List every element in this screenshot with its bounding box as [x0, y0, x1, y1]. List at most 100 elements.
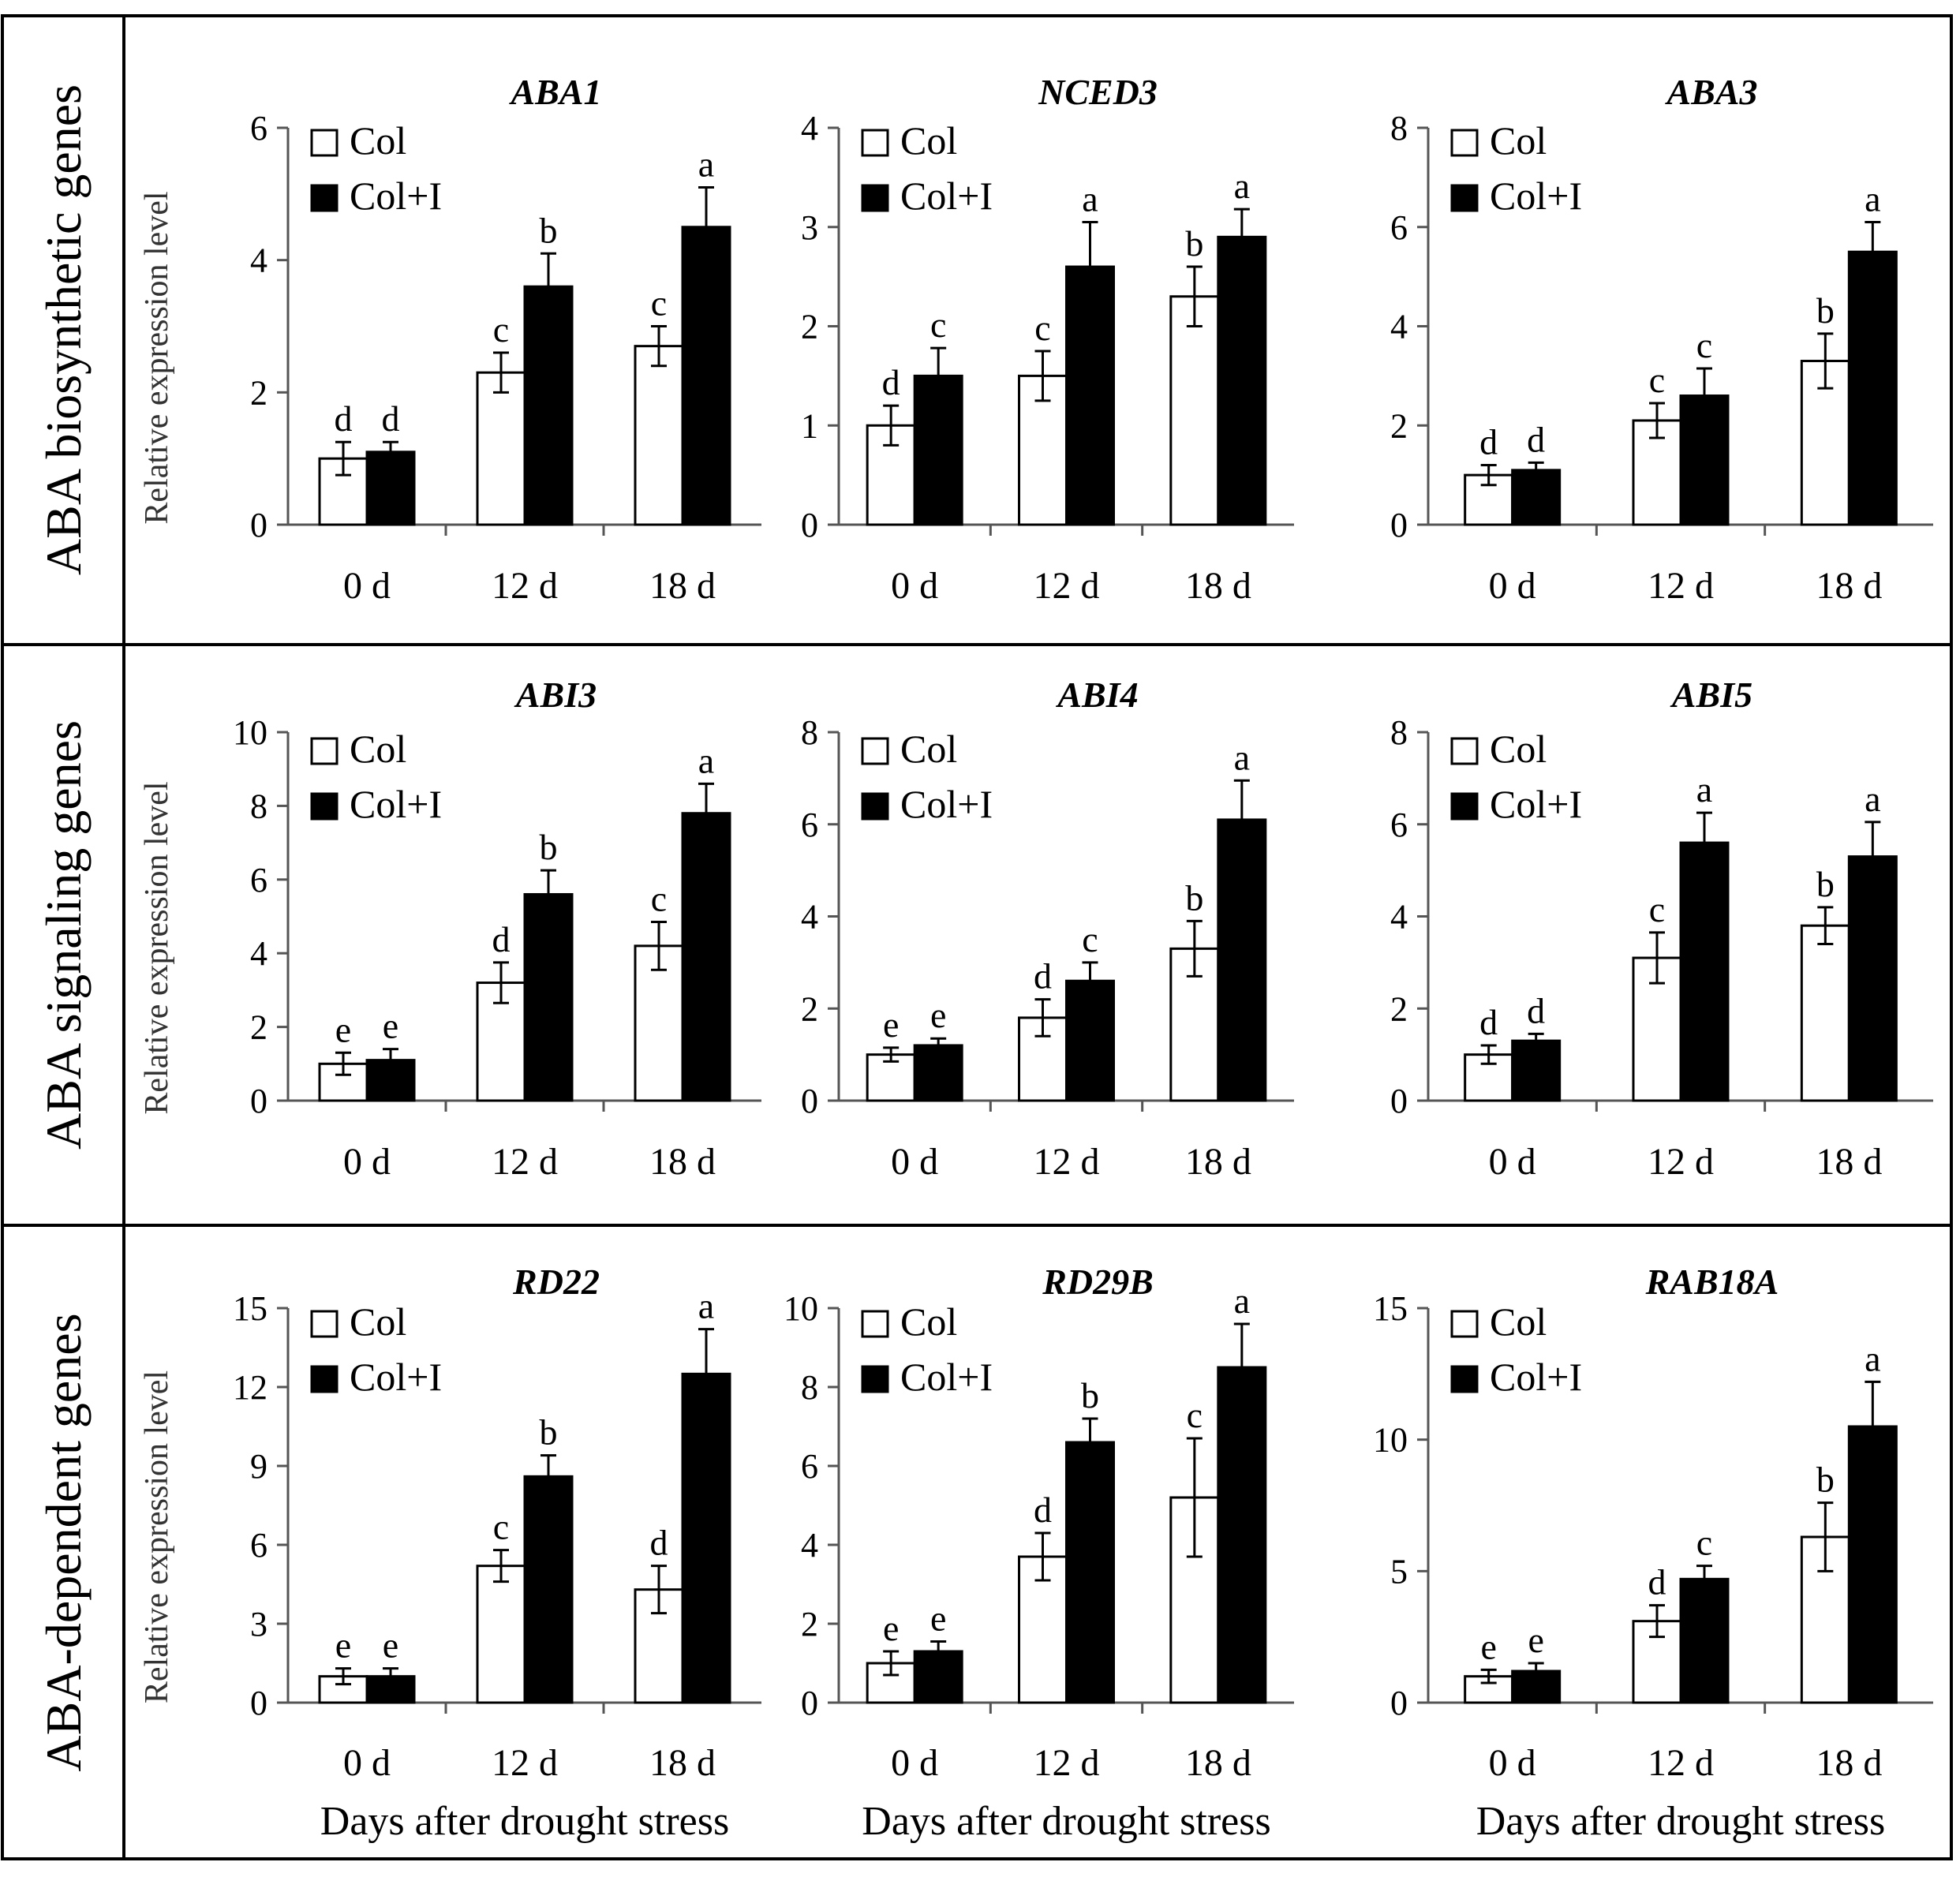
y-tick-label: 0: [801, 506, 818, 544]
y-tick-label: 6: [801, 1447, 818, 1486]
significance-letter: b: [1185, 877, 1203, 918]
significance-letter: c: [1649, 889, 1665, 929]
legend-label-coli: Col+I: [900, 782, 993, 826]
bar-coli-0d: [1511, 1039, 1562, 1102]
significance-letter: c: [930, 305, 946, 345]
legend-swatch-coli: [861, 1365, 889, 1393]
x-tick-label: 12 d: [1034, 565, 1100, 607]
legend-label-coli: Col+I: [350, 1355, 442, 1399]
legend-swatch-col: [861, 737, 889, 765]
bar-coli-12d: [1679, 1577, 1730, 1704]
y-tick-label: 1: [801, 406, 818, 445]
y-tick-label: 4: [801, 898, 818, 937]
y-tick-label: 3: [801, 208, 818, 247]
significance-letter: d: [1527, 990, 1545, 1030]
x-tick-label: 18 d: [1816, 1742, 1882, 1784]
x-axis-title: Days after drought stress: [1476, 1799, 1885, 1844]
significance-letter: d: [1034, 1490, 1052, 1530]
significance-letter: e: [383, 1625, 398, 1666]
legend-label-col: Col: [350, 727, 406, 771]
significance-letter: d: [1034, 956, 1052, 996]
bar-coli-12d: [1065, 1441, 1115, 1704]
bar-col-18d: [634, 345, 684, 526]
y-tick-label: 6: [1390, 806, 1408, 844]
legend-label-coli: Col+I: [350, 174, 442, 218]
legend-swatch-col: [310, 1310, 339, 1338]
legend-swatch-coli: [310, 184, 339, 212]
y-tick-label: 2: [801, 1605, 818, 1643]
legend-label-coli: Col+I: [350, 782, 442, 826]
y-tick-label: 0: [250, 1082, 267, 1120]
bar-coli-18d: [1847, 250, 1898, 526]
significance-letter: c: [1696, 325, 1712, 365]
y-tick-label: 0: [250, 1684, 267, 1722]
y-tick-label: 0: [1390, 1082, 1408, 1120]
y-tick-label: 4: [801, 1526, 818, 1565]
legend-label-col: Col: [900, 1299, 957, 1344]
bar-col-18d: [1169, 295, 1220, 526]
x-tick-label: 18 d: [1185, 1742, 1251, 1784]
x-tick-label: 0 d: [1489, 565, 1536, 607]
y-tick-label: 10: [784, 1289, 818, 1328]
significance-letter: c: [493, 309, 509, 350]
chart-title: ABA1: [508, 72, 601, 112]
chart-panel-abi3: ABI3 Relative expression level 0 2 4 6 8 10 0 d e…: [139, 675, 761, 1183]
x-tick-label: 0 d: [891, 565, 938, 607]
bar-col-12d: [476, 371, 526, 526]
x-tick-label: 12 d: [1034, 1742, 1100, 1784]
legend-label-coli: Col+I: [900, 1355, 993, 1399]
legend-label-coli: Col+I: [1490, 782, 1582, 826]
x-axis-title: Days after drought stress: [320, 1799, 729, 1844]
significance-letter: c: [1649, 360, 1665, 400]
y-tick-label: 2: [801, 308, 818, 346]
bar-coli-0d: [913, 1044, 963, 1102]
bar-coli-18d: [1217, 1366, 1267, 1704]
y-tick-label: 6: [1390, 208, 1408, 247]
x-tick-label: 18 d: [1816, 1141, 1882, 1183]
row-label-biosynthetic: ABA biosynthetic genes: [36, 84, 92, 575]
legend-swatch-col: [310, 129, 339, 157]
bar-coli-12d: [1679, 841, 1730, 1102]
x-tick-label: 12 d: [1648, 1742, 1714, 1784]
bar-coli-18d: [1217, 235, 1267, 526]
x-tick-label: 12 d: [492, 565, 558, 607]
y-tick-label: 5: [1390, 1552, 1408, 1591]
y-tick-label: 15: [233, 1289, 267, 1328]
bar-coli-18d: [1847, 855, 1898, 1102]
legend-label-col: Col: [350, 118, 406, 163]
y-tick-label: 2: [250, 1008, 267, 1047]
legend-label-col: Col: [350, 1299, 406, 1344]
x-axis-title: Days after drought stress: [862, 1799, 1270, 1844]
y-tick-label: 10: [1373, 1421, 1408, 1460]
y-tick-label: 8: [1390, 713, 1408, 752]
significance-letter: b: [1081, 1375, 1099, 1415]
significance-letter: a: [698, 144, 714, 184]
significance-letter: b: [1816, 290, 1835, 331]
legend-label-col: Col: [1490, 1299, 1547, 1344]
x-tick-label: 12 d: [492, 1141, 558, 1183]
significance-letter: c: [1034, 308, 1050, 348]
x-tick-label: 18 d: [649, 1742, 716, 1784]
y-tick-label: 0: [801, 1684, 818, 1722]
bar-coli-12d: [523, 285, 574, 526]
significance-letter: d: [1648, 1562, 1666, 1602]
chart-panel-aba3: ABA3 0 2 4 6 8 0 d d d 12 d cc 18 d b a Col Col+I: [1390, 72, 1933, 607]
bar-col-12d: [476, 1565, 526, 1704]
legend-swatch-coli: [1450, 184, 1479, 212]
y-tick-label: 2: [1390, 406, 1408, 445]
significance-letter: e: [1528, 1620, 1543, 1660]
significance-letter: e: [930, 995, 946, 1035]
x-tick-label: 0 d: [1489, 1742, 1536, 1784]
bar-coli-0d: [1511, 469, 1562, 526]
chart-panel-rd22: RD22 Relative expression level 0 3 6 9 12 15 0 d…: [139, 1262, 761, 1844]
legend-label-coli: Col+I: [1490, 174, 1582, 218]
legend-label-col: Col: [1490, 727, 1547, 771]
significance-letter: d: [1527, 419, 1545, 459]
significance-letter: b: [540, 1412, 558, 1453]
significance-letter: d: [650, 1523, 668, 1563]
chart-title: RD22: [512, 1262, 600, 1302]
y-tick-label: 8: [250, 787, 267, 825]
bar-coli-12d: [523, 1475, 574, 1704]
